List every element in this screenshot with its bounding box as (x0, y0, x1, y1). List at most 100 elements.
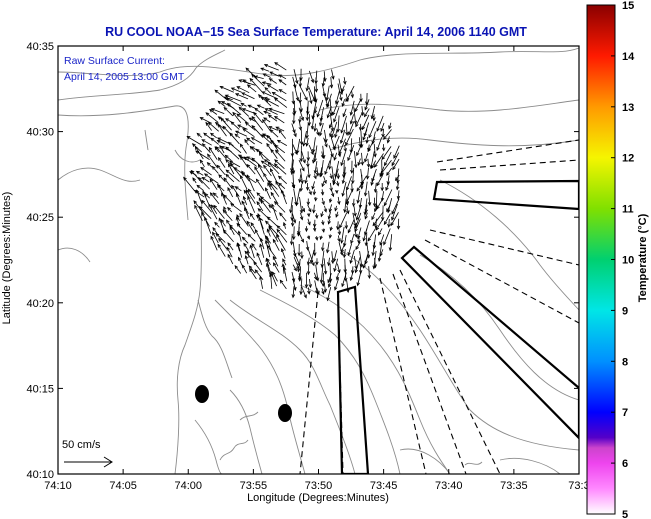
current-vector (372, 114, 376, 122)
current-vector (293, 69, 299, 85)
current-vector (289, 197, 293, 214)
current-vector (238, 79, 256, 86)
current-vector (327, 279, 332, 288)
current-vector (190, 169, 203, 184)
current-vector (268, 107, 285, 115)
current-vector (215, 233, 226, 243)
y-tick-label: 40:15 (26, 383, 54, 395)
current-vector (367, 144, 371, 152)
y-tick-label: 40:25 (26, 212, 54, 224)
current-vector (395, 182, 400, 191)
current-vector (327, 273, 332, 284)
current-vector (327, 211, 332, 220)
current-vector (270, 148, 278, 159)
current-vector (211, 204, 218, 215)
current-vector (336, 115, 340, 133)
current-vector (355, 241, 361, 251)
current-vector (298, 174, 302, 184)
current-vector (268, 226, 279, 243)
current-vector (196, 132, 203, 138)
current-vector (293, 84, 300, 102)
current-vector (333, 258, 339, 273)
current-vector (297, 226, 301, 236)
current-vector (385, 182, 390, 192)
current-vector (362, 129, 368, 141)
current-vector (255, 178, 265, 191)
current-vector (257, 163, 264, 174)
current-vector (249, 212, 255, 221)
current-vector (375, 219, 383, 231)
current-vector (311, 181, 315, 190)
current-vector (334, 278, 339, 291)
current-vector (249, 244, 255, 259)
current-vector (351, 167, 355, 185)
current-vector (240, 102, 247, 107)
current-vector (247, 233, 256, 242)
current-vector (354, 226, 358, 238)
current-vector (275, 126, 285, 132)
current-vector (260, 199, 271, 213)
current-vector (272, 255, 279, 267)
current-vector (354, 99, 361, 113)
current-vector (256, 201, 264, 212)
beam-outline-southeast (400, 245, 579, 440)
current-vector (321, 197, 325, 206)
current-vector (316, 128, 320, 136)
current-vector (329, 173, 333, 180)
current-vector (298, 107, 304, 122)
current-vector (321, 181, 325, 188)
current-vector (339, 129, 346, 145)
current-vector (329, 77, 334, 89)
current-vector (335, 90, 340, 105)
current-vector (248, 265, 256, 274)
current-vector (372, 211, 384, 227)
current-vector (299, 212, 304, 221)
current-vector (304, 226, 309, 233)
current-vector (329, 130, 333, 138)
current-vector (348, 121, 355, 136)
current-vector (307, 204, 312, 213)
colorbar-tick-label: 14 (622, 51, 635, 63)
current-vector (226, 102, 242, 116)
current-vector (326, 287, 332, 302)
current-vector (250, 137, 263, 144)
current-vector (386, 205, 391, 213)
current-vector (266, 244, 277, 259)
current-vector (364, 256, 368, 265)
current-vector (350, 91, 354, 99)
current-vector (258, 216, 265, 235)
current-vector (214, 221, 220, 228)
current-vector (270, 139, 279, 152)
current-vector (379, 166, 385, 178)
current-vector (243, 156, 257, 167)
current-vector (341, 181, 347, 197)
scale-arrow (64, 456, 113, 468)
current-vector (300, 251, 304, 260)
current-vector (239, 174, 248, 190)
current-vector (323, 258, 328, 275)
current-vector (237, 242, 243, 258)
current-vector (324, 129, 328, 144)
current-vector (360, 106, 365, 117)
scale-label: 50 cm/s (62, 439, 101, 451)
current-vector (340, 151, 346, 167)
current-vector (366, 158, 371, 168)
current-vector (335, 180, 340, 187)
current-vector (249, 77, 263, 93)
current-vector (255, 148, 270, 162)
current-vector (244, 121, 256, 131)
current-vector (376, 115, 384, 132)
current-vector (329, 226, 333, 232)
current-vector (270, 270, 277, 287)
current-vector (264, 234, 271, 244)
current-vector (301, 205, 305, 213)
current-vector (222, 229, 234, 243)
current-vector (196, 189, 203, 204)
current-vector (328, 121, 333, 129)
current-vector (343, 77, 347, 86)
current-vector (237, 124, 248, 130)
current-vector (349, 272, 354, 282)
beam-outline-east (432, 179, 579, 211)
current-vector (253, 111, 263, 124)
current-vector (227, 163, 235, 175)
